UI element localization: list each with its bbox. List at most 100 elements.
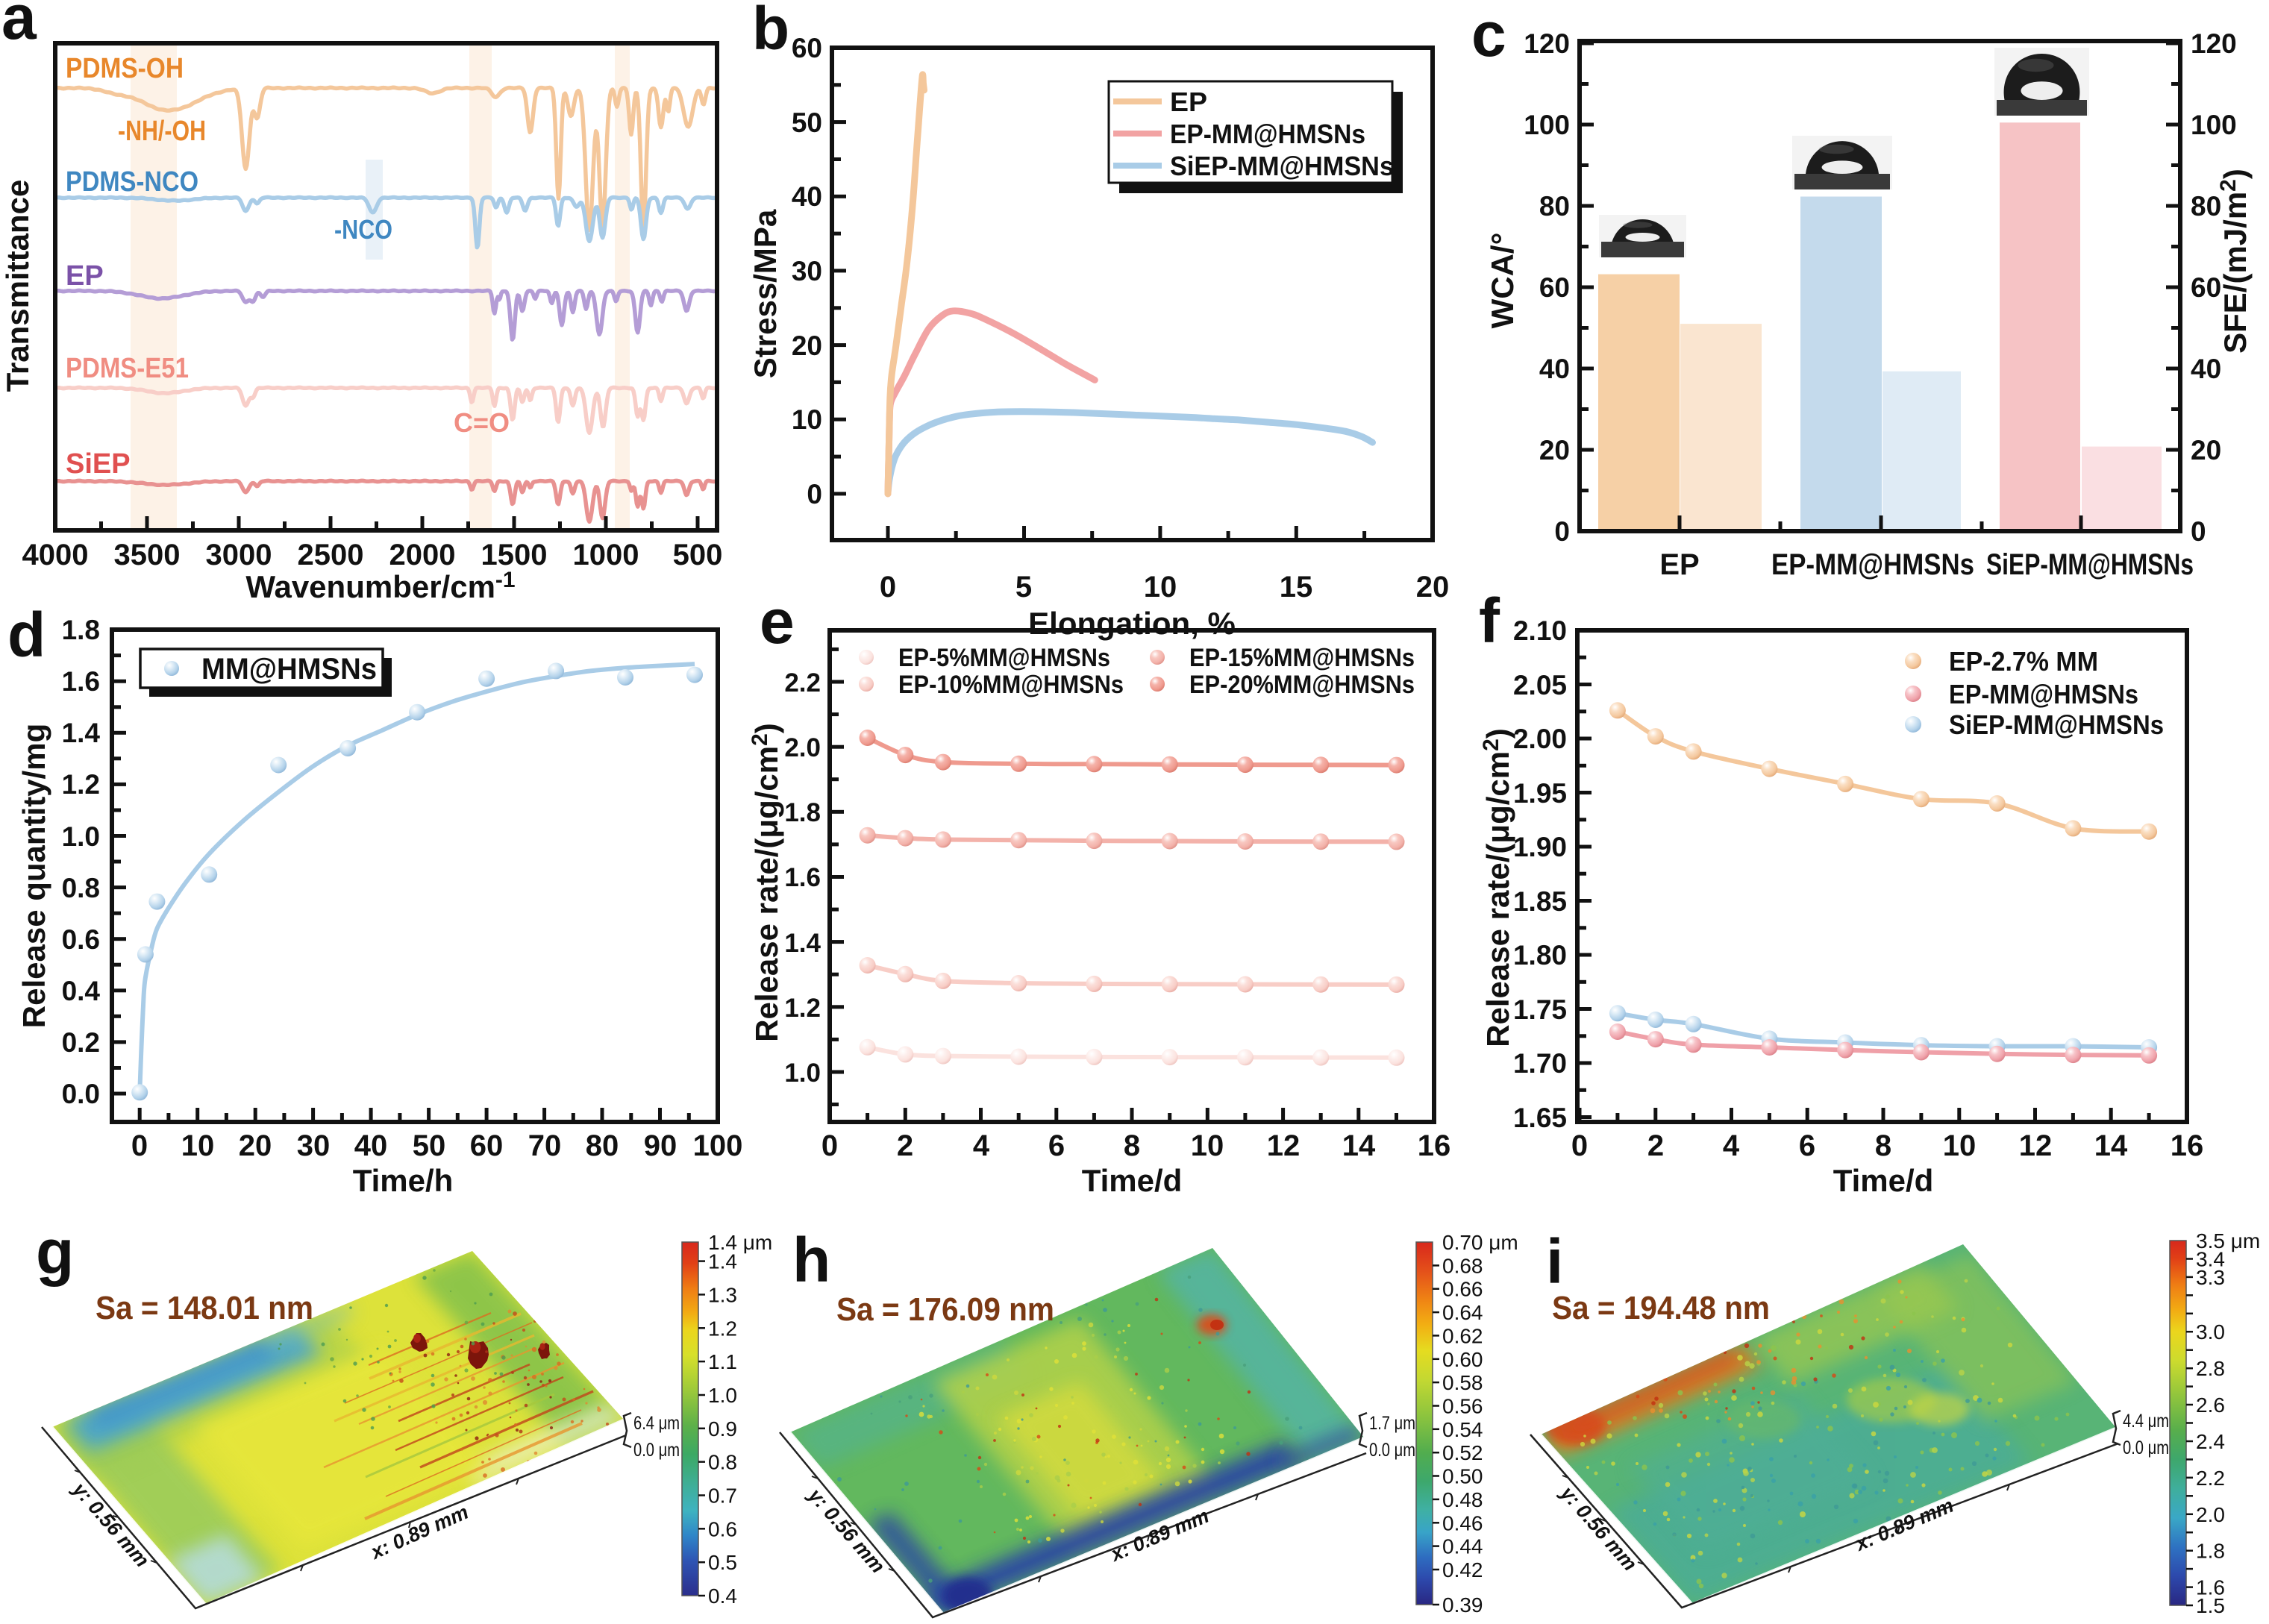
svg-text:60: 60 [2191,272,2221,303]
svg-text:0.64: 0.64 [1442,1301,1483,1324]
svg-text:Sa = 194.48 nm: Sa = 194.48 nm [1552,1290,1770,1326]
svg-text:3.5 μm: 3.5 μm [2196,1229,2260,1253]
svg-text:3.0: 3.0 [2196,1320,2225,1344]
svg-text:Release rate/(μg/cm2): Release rate/(μg/cm2) [1479,728,1515,1047]
svg-text:2.6: 2.6 [2196,1393,2225,1417]
svg-text:10: 10 [792,404,822,435]
svg-text:1.90: 1.90 [1513,832,1567,862]
svg-text:0.0 μm: 0.0 μm [2123,1438,2169,1458]
svg-text:EP-MM@HMSNs: EP-MM@HMSNs [1771,548,1974,581]
svg-text:0.66: 0.66 [1442,1278,1483,1301]
svg-text:4: 4 [1723,1129,1740,1162]
svg-text:1.0: 1.0 [784,1059,821,1088]
svg-text:120: 120 [2191,28,2237,59]
svg-text:6.4 μm: 6.4 μm [633,1413,680,1434]
svg-text:60: 60 [1539,272,1570,303]
svg-text:0.8: 0.8 [708,1451,737,1474]
svg-text:0.50: 0.50 [1442,1465,1483,1488]
svg-text:16: 16 [2171,1129,2204,1162]
svg-text:15: 15 [1280,571,1313,603]
svg-text:2.0: 2.0 [2196,1503,2225,1526]
svg-text:Sa = 148.01 nm: Sa = 148.01 nm [96,1290,313,1326]
svg-text:1.0: 1.0 [708,1384,737,1407]
svg-text:Time/h: Time/h [353,1163,454,1198]
svg-text:0: 0 [131,1129,148,1162]
svg-text:1.6: 1.6 [784,863,821,892]
svg-text:1.80: 1.80 [1513,940,1567,971]
svg-text:2000: 2000 [389,539,456,571]
svg-text:4000: 4000 [22,539,89,571]
svg-text:0.62: 0.62 [1442,1324,1483,1347]
svg-text:EP: EP [66,260,104,292]
svg-text:20: 20 [2191,435,2221,465]
svg-text:C=O: C=O [454,407,510,438]
svg-text:3.4: 3.4 [2196,1248,2225,1271]
svg-text:EP-10%MM@HMSNs: EP-10%MM@HMSNs [898,671,1124,699]
svg-text:0.44: 0.44 [1442,1535,1483,1558]
svg-text:WCA/°: WCA/° [1485,233,1520,329]
svg-text:2.2: 2.2 [784,668,821,697]
svg-text:1.0: 1.0 [62,821,100,852]
svg-text:2: 2 [1647,1129,1664,1162]
svg-text:0.0: 0.0 [62,1079,100,1109]
svg-text:3.3: 3.3 [2196,1266,2225,1289]
svg-text:0: 0 [821,1129,838,1162]
svg-text:0.4: 0.4 [62,976,101,1006]
svg-text:0.46: 0.46 [1442,1511,1483,1534]
svg-text:c: c [1471,0,1506,69]
svg-text:0.7: 0.7 [708,1485,737,1508]
svg-text:0.68: 0.68 [1442,1254,1483,1277]
svg-text:0.39: 0.39 [1442,1593,1483,1617]
svg-text:1.75: 1.75 [1513,994,1567,1025]
svg-text:0.0 μm: 0.0 μm [633,1440,680,1461]
svg-text:EP-MM@HMSNs: EP-MM@HMSNs [1170,119,1365,149]
svg-text:0.58: 0.58 [1442,1371,1483,1394]
svg-text:1.70: 1.70 [1513,1048,1567,1079]
svg-text:SiEP: SiEP [66,448,131,480]
svg-text:0.5: 0.5 [708,1551,737,1574]
svg-text:1.3: 1.3 [708,1283,737,1306]
svg-text:0.0 μm: 0.0 μm [1369,1440,1415,1461]
svg-text:2.10: 2.10 [1513,615,1567,646]
svg-text:PDMS-E51: PDMS-E51 [66,353,189,384]
svg-text:6: 6 [1048,1129,1065,1162]
svg-text:90: 90 [644,1129,677,1162]
svg-text:0: 0 [2191,516,2206,547]
svg-text:Time/d: Time/d [1082,1163,1183,1198]
svg-text:3500: 3500 [114,539,181,571]
svg-text:1.65: 1.65 [1513,1103,1567,1133]
svg-text:1.4: 1.4 [784,929,821,958]
svg-text:Stress/MPa: Stress/MPa [748,209,783,378]
svg-text:1.95: 1.95 [1513,778,1567,809]
svg-text:EP-20%MM@HMSNs: EP-20%MM@HMSNs [1189,671,1415,699]
svg-text:2.00: 2.00 [1513,724,1567,754]
svg-text:100: 100 [2191,110,2237,140]
svg-text:SFE/(mJ/m2): SFE/(mJ/m2) [2216,169,2253,354]
svg-text:80: 80 [586,1129,619,1162]
svg-text:14: 14 [2094,1129,2128,1162]
svg-text:0: 0 [1571,1129,1588,1162]
svg-text:-NCO: -NCO [334,214,392,245]
svg-text:80: 80 [1539,191,1570,222]
svg-text:8: 8 [1124,1129,1140,1162]
svg-text:1500: 1500 [481,539,548,571]
svg-text:2.05: 2.05 [1513,670,1567,700]
svg-text:80: 80 [2191,191,2221,222]
svg-text:SiEP-MM@HMSNs: SiEP-MM@HMSNs [1170,151,1394,181]
svg-text:10: 10 [1191,1129,1224,1162]
svg-text:0.48: 0.48 [1442,1488,1483,1511]
svg-text:14: 14 [1342,1129,1376,1162]
svg-text:e: e [760,586,795,656]
svg-text:1.4: 1.4 [62,718,101,748]
svg-text:1.8: 1.8 [62,615,100,645]
svg-text:0: 0 [880,571,896,603]
svg-text:SiEP-MM@HMSNs: SiEP-MM@HMSNs [1986,548,2194,581]
svg-text:1.4 μm: 1.4 μm [708,1231,772,1254]
svg-text:12: 12 [1267,1129,1301,1162]
svg-text:EP: EP [1170,87,1207,117]
svg-text:60: 60 [470,1129,504,1162]
svg-text:40: 40 [354,1129,388,1162]
svg-text:1.2: 1.2 [708,1317,737,1340]
svg-text:d: d [7,600,46,670]
svg-text:EP-15%MM@HMSNs: EP-15%MM@HMSNs [1189,644,1415,672]
